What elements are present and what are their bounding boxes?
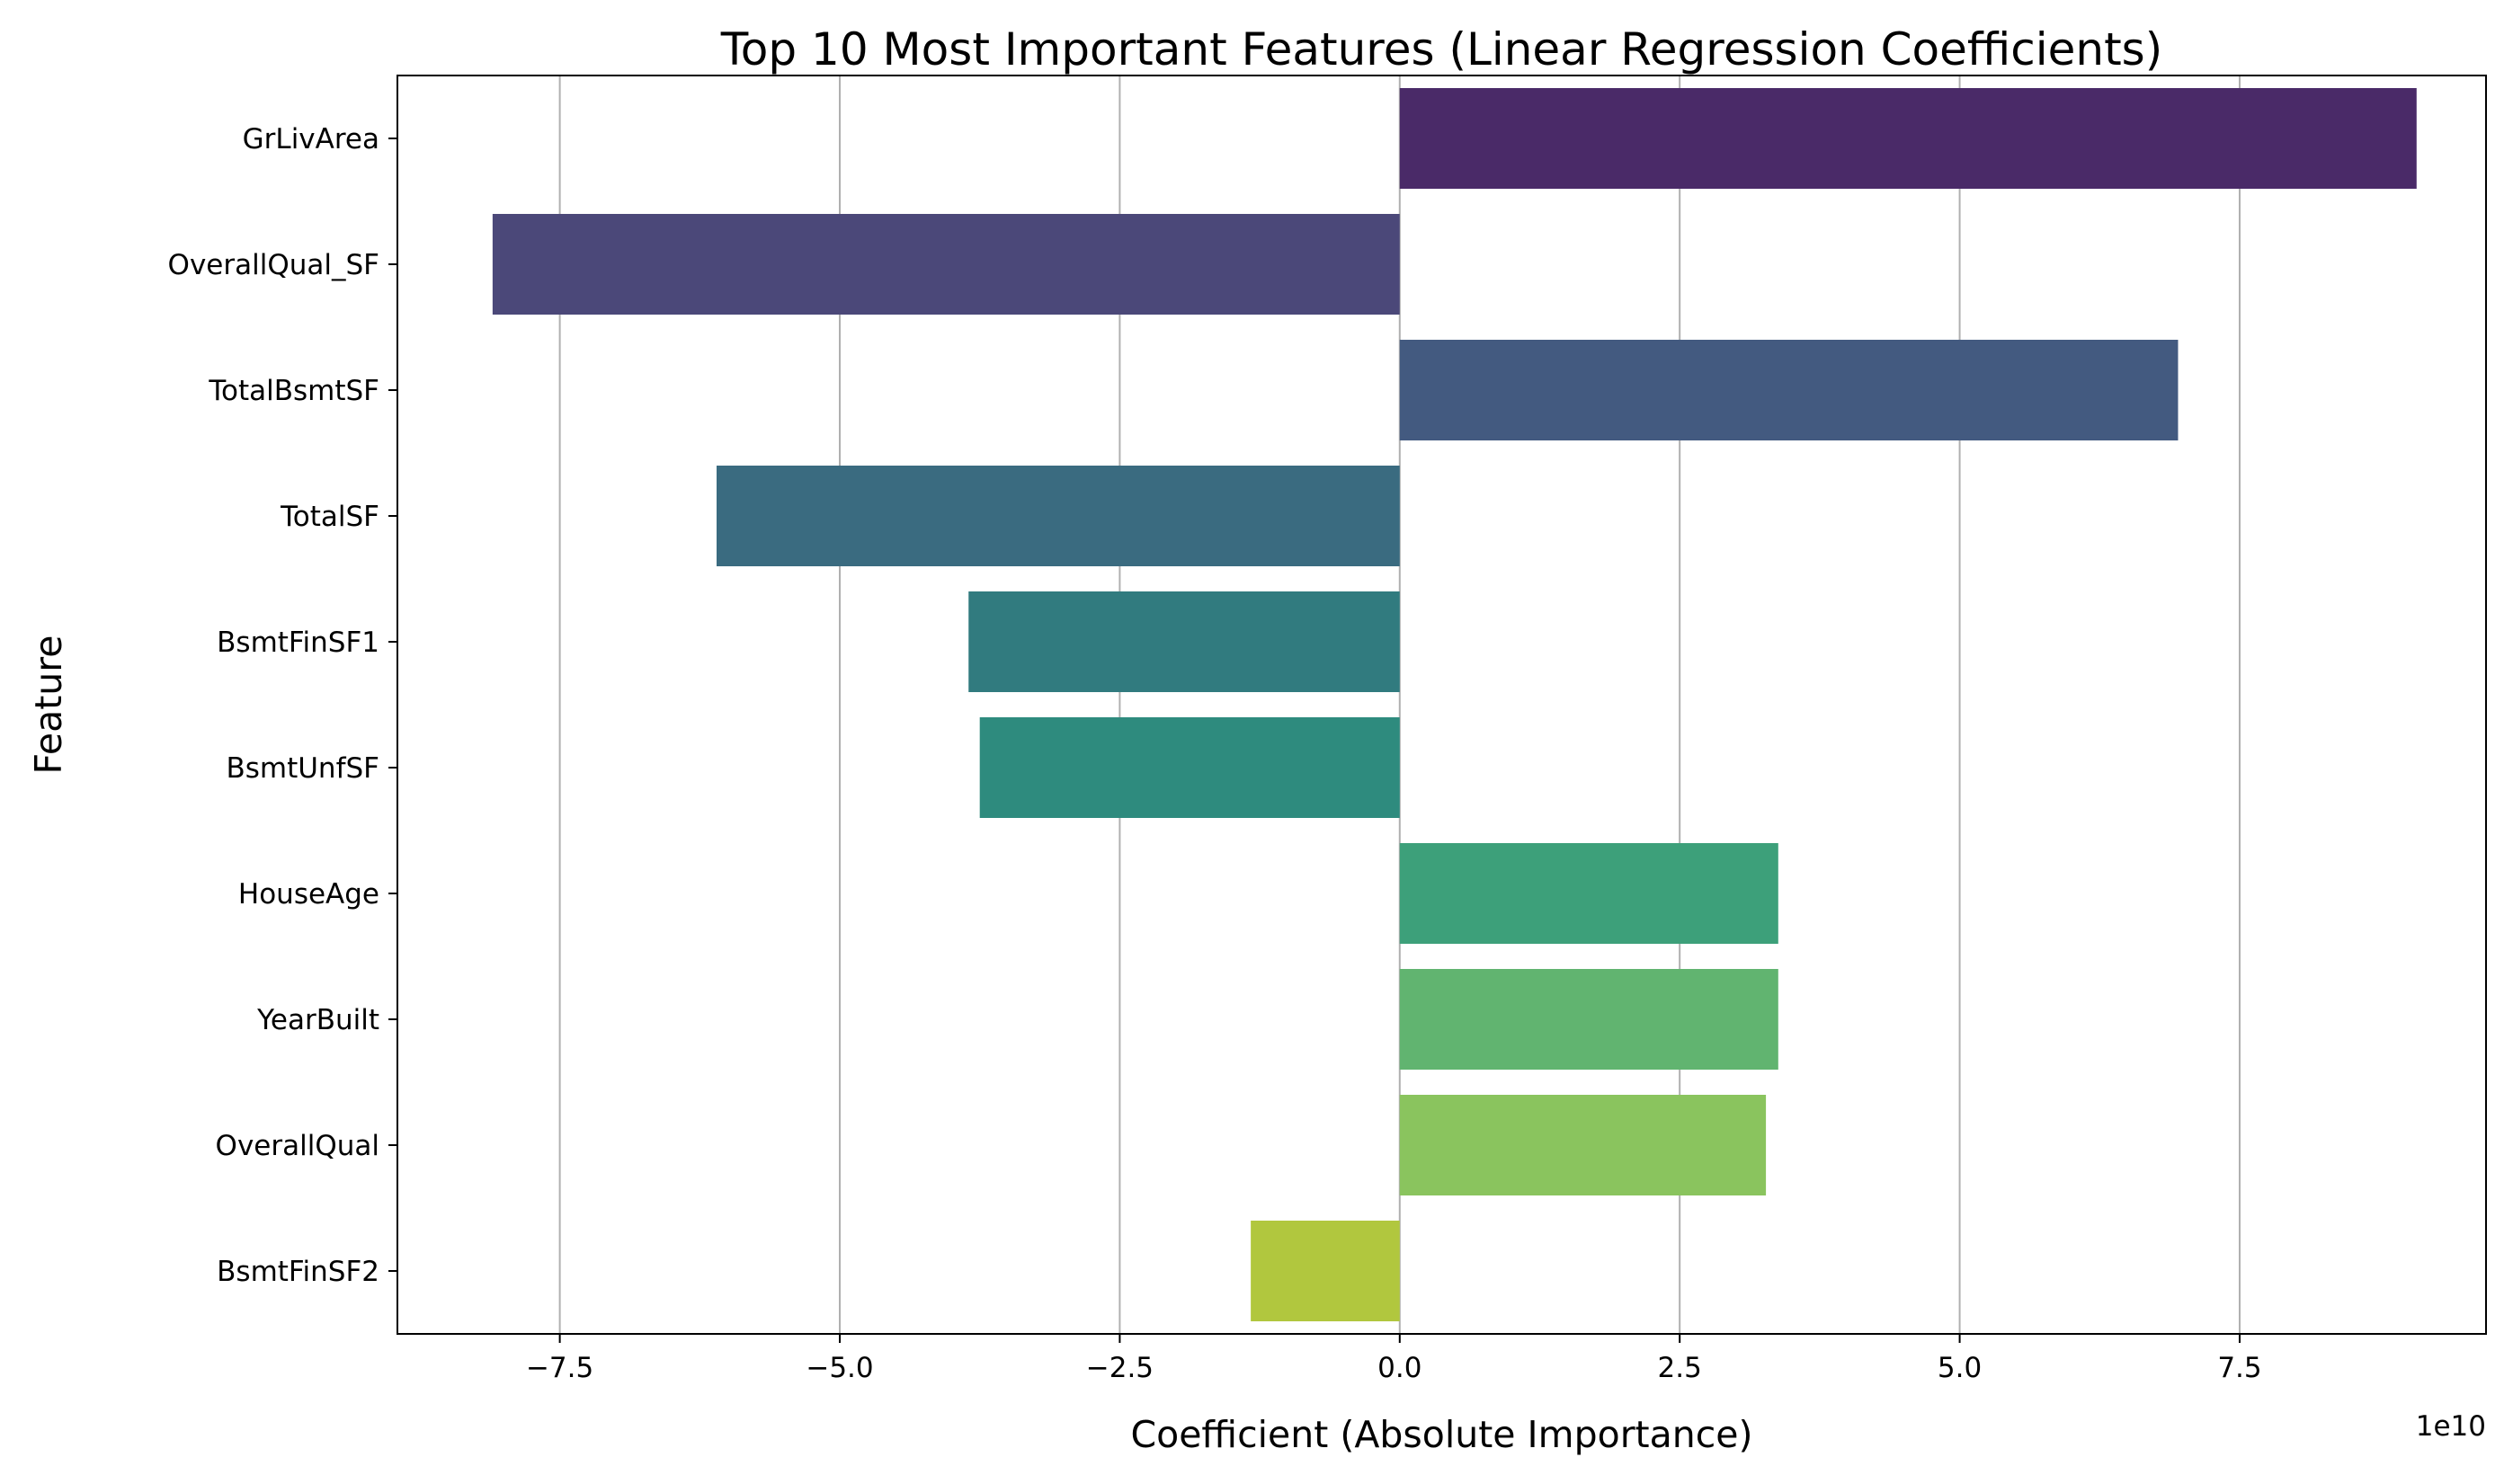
x-tick-label: 2.5 bbox=[1658, 1352, 1702, 1384]
x-axis-title: Coefficient (Absolute Importance) bbox=[1131, 1413, 1753, 1456]
y-category-label: YearBuilt bbox=[256, 1004, 379, 1036]
bar-bsmtfinsf1 bbox=[968, 591, 1400, 692]
x-axis-offset-label: 1e10 bbox=[2416, 1410, 2486, 1443]
bar-overallqual-sf bbox=[492, 214, 1400, 315]
y-category-label: OverallQual bbox=[216, 1130, 379, 1162]
bar-totalbsmtsf bbox=[1399, 340, 2179, 440]
bar-bsmtunfsf bbox=[979, 717, 1400, 818]
chart-title: Top 10 Most Important Features (Linear R… bbox=[720, 23, 2163, 76]
bars bbox=[492, 88, 2417, 1321]
y-category-label: TotalSF bbox=[280, 501, 379, 533]
bar-bsmtfinsf2 bbox=[1251, 1221, 1400, 1321]
plot-frame bbox=[397, 75, 2487, 1335]
x-tick-label: 5.0 bbox=[1938, 1352, 1982, 1384]
x-tick-label: −2.5 bbox=[1086, 1352, 1154, 1384]
y-category-label: GrLivArea bbox=[243, 123, 379, 156]
axis-ticks: −7.5 −5.0 −2.5 0.0 2.5 5.0 7.5 GrLivArea Overall… bbox=[168, 123, 2262, 1384]
y-category-label: OverallQual_SF bbox=[168, 249, 379, 281]
y-category-label: HouseAge bbox=[238, 878, 379, 911]
y-axis-title: Feature bbox=[27, 635, 70, 775]
y-category-label: BsmtFinSF1 bbox=[217, 626, 379, 659]
x-tick-label: 7.5 bbox=[2217, 1352, 2261, 1384]
bar-overallqual bbox=[1399, 1095, 1767, 1195]
x-tick-label: 0.0 bbox=[1377, 1352, 1421, 1384]
y-category-label: BsmtUnfSF bbox=[226, 752, 379, 785]
bar-yearbuilt bbox=[1399, 969, 1778, 1070]
x-tick-label: −5.0 bbox=[806, 1352, 873, 1384]
bar-houseage bbox=[1399, 843, 1778, 944]
x-tick-label: −7.5 bbox=[526, 1352, 593, 1384]
y-category-label: BsmtFinSF2 bbox=[217, 1256, 379, 1288]
y-category-label: TotalBsmtSF bbox=[208, 375, 379, 407]
bar-grlivarea bbox=[1399, 88, 2417, 189]
bar-totalsf bbox=[716, 466, 1400, 566]
